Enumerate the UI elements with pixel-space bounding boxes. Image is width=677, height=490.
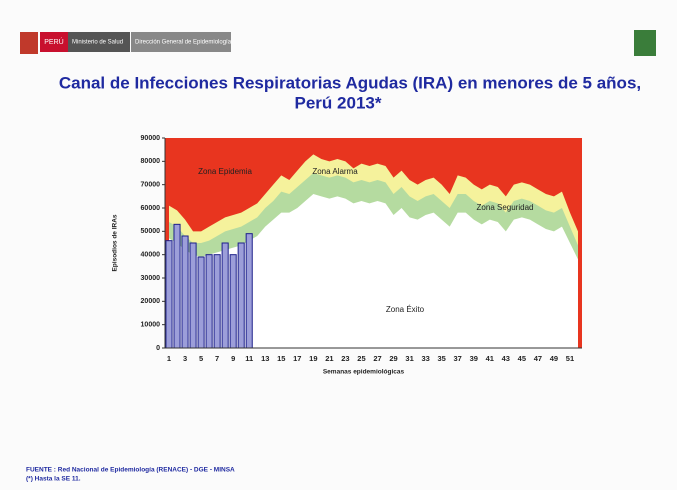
bar (197, 256, 205, 349)
y-tick-label: 40000 (141, 252, 161, 259)
ministry: Ministerio de Salud (72, 40, 123, 46)
logo-shield (20, 32, 38, 54)
x-tick-label: 41 (486, 354, 494, 363)
x-tick-label: 25 (357, 354, 365, 363)
zone-label: Zona Alarma (312, 167, 358, 176)
ministry-box (68, 32, 130, 52)
x-tick-label: 19 (309, 354, 317, 363)
country: PERÚ (44, 37, 63, 46)
x-tick-label: 47 (534, 354, 542, 363)
bar (221, 242, 229, 349)
bar (237, 242, 245, 349)
x-tick-label: 15 (277, 354, 285, 363)
x-tick-label: 29 (389, 354, 397, 363)
x-tick-label: 7 (215, 354, 219, 363)
bar (173, 223, 181, 349)
zone-area (169, 194, 578, 348)
bar (205, 254, 213, 349)
epidemic-label: Zona Epidemia (198, 167, 252, 176)
x-tick-label: 35 (437, 354, 445, 363)
office-box (131, 32, 231, 52)
bar (229, 254, 237, 349)
logo-right (634, 30, 656, 56)
x-tick-label: 9 (231, 354, 235, 363)
bar (189, 242, 197, 349)
x-tick-label: 51 (566, 354, 574, 363)
y-tick-label: 80000 (141, 158, 161, 165)
bar (245, 233, 253, 349)
bar (165, 240, 173, 349)
footer-note: (*) Hasta la SE 11. (26, 476, 81, 483)
y-axis-label: Episodios de IRAs (112, 214, 119, 271)
y-tick-label: 30000 (141, 275, 161, 282)
x-tick-label: 37 (454, 354, 462, 363)
x-tick-label: 3 (183, 354, 187, 363)
y-tick-label: 60000 (141, 205, 161, 212)
x-tick-label: 33 (421, 354, 429, 363)
x-tick-label: 13 (261, 354, 269, 363)
x-tick-label: 31 (405, 354, 413, 363)
x-tick-label: 11 (245, 354, 253, 363)
chart: Zona Alarma Zona Seguridad Zona Éxito Zona … (112, 135, 582, 376)
x-tick-label: 17 (293, 354, 301, 363)
y-tick-label: 10000 (141, 322, 161, 329)
footer-source: FUENTE : Red Nacional de Epidemiología (… (26, 467, 235, 474)
y-tick-label: 50000 (141, 228, 161, 235)
x-tick-label: 43 (502, 354, 510, 363)
x-axis-label: Semanas epidemiológicas (323, 369, 405, 376)
logo-box (40, 32, 68, 52)
x-tick-label: 23 (341, 354, 349, 363)
x-tick-label: 1 (167, 354, 171, 363)
x-tick-label: 27 (373, 354, 381, 363)
zone-label: Zona Éxito (386, 305, 425, 314)
y-tick-label: 0 (156, 345, 160, 352)
x-tick-label: 21 (325, 354, 333, 363)
bar (181, 235, 189, 349)
chart-subtitle: Perú 2013* (295, 93, 382, 112)
x-tick-label: 39 (470, 354, 478, 363)
office: Dirección General de Epidemiología (135, 40, 232, 46)
y-tick-label: 20000 (141, 298, 161, 305)
bar (213, 254, 221, 349)
y-tick-label: 70000 (141, 182, 161, 189)
x-tick-label: 45 (518, 354, 526, 363)
chart-title: Canal de Infecciones Respiratorias Aguda… (59, 73, 641, 92)
zone-label: Zona Seguridad (477, 203, 534, 212)
x-tick-label: 49 (550, 354, 558, 363)
x-tick-label: 5 (199, 354, 203, 363)
y-tick-label: 90000 (141, 135, 161, 142)
